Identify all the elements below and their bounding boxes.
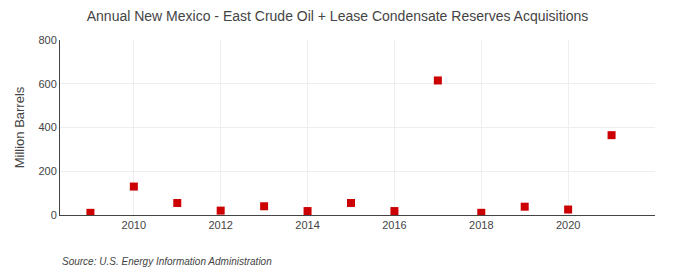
svg-text:200: 200	[38, 165, 56, 177]
svg-text:Source: U.S. Energy Informatio: Source: U.S. Energy Information Administ…	[62, 256, 272, 267]
svg-text:2012: 2012	[208, 219, 232, 231]
svg-text:2016: 2016	[382, 219, 406, 231]
svg-text:Annual New Mexico - East Crude: Annual New Mexico - East Crude Oil + Lea…	[87, 8, 589, 24]
svg-text:2014: 2014	[295, 219, 319, 231]
svg-text:800: 800	[38, 34, 56, 46]
svg-text:400: 400	[38, 121, 56, 133]
svg-text:2020: 2020	[556, 219, 580, 231]
svg-text:0: 0	[51, 209, 57, 221]
svg-text:600: 600	[38, 78, 56, 90]
svg-text:2018: 2018	[469, 219, 493, 231]
svg-text:Million Barrels: Million Barrels	[12, 86, 27, 168]
svg-text:2010: 2010	[122, 219, 146, 231]
